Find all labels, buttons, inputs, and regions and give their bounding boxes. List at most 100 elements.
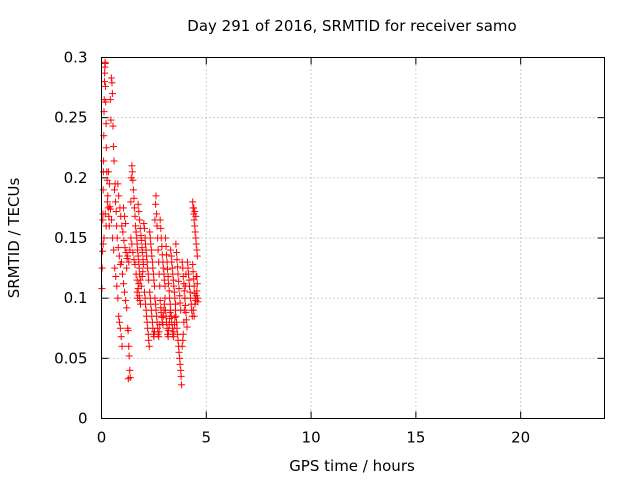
data-point	[114, 294, 122, 302]
y-tick-label: 0.2	[64, 169, 88, 187]
data-point	[127, 234, 135, 242]
data-point	[189, 198, 197, 206]
data-point	[184, 264, 192, 272]
y-tick-label: 0.1	[64, 289, 88, 307]
data-point	[176, 354, 184, 362]
data-point	[176, 299, 184, 307]
y-tick-label: 0.3	[64, 49, 88, 67]
data-point	[176, 292, 184, 300]
data-point	[161, 282, 169, 290]
data-point	[145, 342, 153, 350]
data-point	[133, 240, 141, 248]
data-point	[177, 372, 185, 380]
data-point	[128, 168, 136, 176]
data-point	[190, 216, 198, 224]
data-point	[179, 336, 187, 344]
data-point	[182, 316, 190, 324]
data-point	[148, 252, 156, 260]
data-point	[189, 260, 197, 268]
data-point	[101, 60, 109, 68]
data-point	[120, 204, 128, 212]
data-point	[157, 224, 165, 232]
data-point	[103, 176, 111, 184]
data-point	[137, 282, 145, 290]
data-point	[173, 318, 181, 326]
data-point	[191, 222, 199, 230]
data-point	[173, 256, 181, 264]
data-point	[151, 294, 159, 302]
data-point	[152, 192, 160, 200]
data-point	[148, 258, 156, 266]
data-point	[161, 234, 169, 242]
data-point	[154, 324, 162, 332]
data-point	[170, 282, 178, 290]
data-point	[130, 194, 138, 202]
data-point	[126, 374, 134, 382]
data-point	[174, 263, 182, 271]
data-point	[145, 336, 153, 344]
data-point	[167, 252, 175, 260]
data-point	[170, 288, 178, 296]
data-point	[182, 309, 190, 317]
data-point	[102, 222, 110, 230]
data-point	[125, 342, 133, 350]
data-point	[102, 144, 110, 152]
data-point	[155, 328, 163, 336]
data-point	[117, 258, 125, 266]
data-point	[175, 277, 183, 285]
data-point	[101, 210, 109, 218]
data-point	[129, 248, 137, 256]
tick-layer: 0 0.05 0.1 0.15 0.2 0.25 0.3 0 5 10 15 20	[54, 49, 605, 447]
data-point	[109, 122, 117, 130]
data-point	[136, 216, 144, 224]
data-point	[147, 240, 155, 248]
data-point	[116, 324, 124, 332]
data-point	[175, 348, 183, 356]
data-point	[99, 216, 107, 224]
data-point	[113, 282, 121, 290]
data-point	[162, 251, 170, 259]
data-point	[180, 287, 188, 295]
x-tick-label: 5	[202, 429, 212, 447]
data-point	[118, 270, 126, 278]
data-point	[153, 222, 161, 230]
data-point	[152, 200, 160, 208]
plot-frame	[101, 57, 605, 419]
data-point	[173, 324, 181, 332]
data-point	[125, 258, 133, 266]
data-point	[183, 323, 191, 331]
data-point	[129, 186, 137, 194]
data-point	[191, 208, 199, 216]
data-point	[193, 287, 201, 295]
data-point	[159, 264, 167, 272]
x-tick-label: 20	[511, 429, 530, 447]
data-point	[110, 186, 118, 194]
data-point	[110, 246, 118, 254]
data-point	[98, 264, 106, 272]
data-point	[162, 242, 170, 250]
data-point	[179, 273, 187, 281]
x-tick-label: 0	[97, 429, 107, 447]
data-point	[121, 212, 129, 220]
data-point	[154, 246, 162, 254]
data-point	[135, 258, 143, 266]
data-point	[176, 360, 184, 368]
data-point	[124, 327, 132, 335]
data-point	[126, 366, 134, 374]
data-point	[134, 200, 142, 208]
data-point	[184, 270, 192, 278]
data-point	[193, 252, 201, 260]
data-point	[191, 300, 199, 308]
data-point	[192, 240, 200, 248]
data-point	[150, 276, 158, 284]
data-point	[101, 69, 109, 77]
data-point	[101, 82, 109, 90]
data-point	[177, 366, 185, 374]
data-point	[120, 280, 128, 288]
data-point	[131, 212, 139, 220]
data-point	[172, 312, 180, 320]
data-point	[171, 313, 179, 321]
data-point	[124, 375, 132, 383]
data-point	[130, 204, 138, 212]
data-point	[123, 264, 131, 272]
